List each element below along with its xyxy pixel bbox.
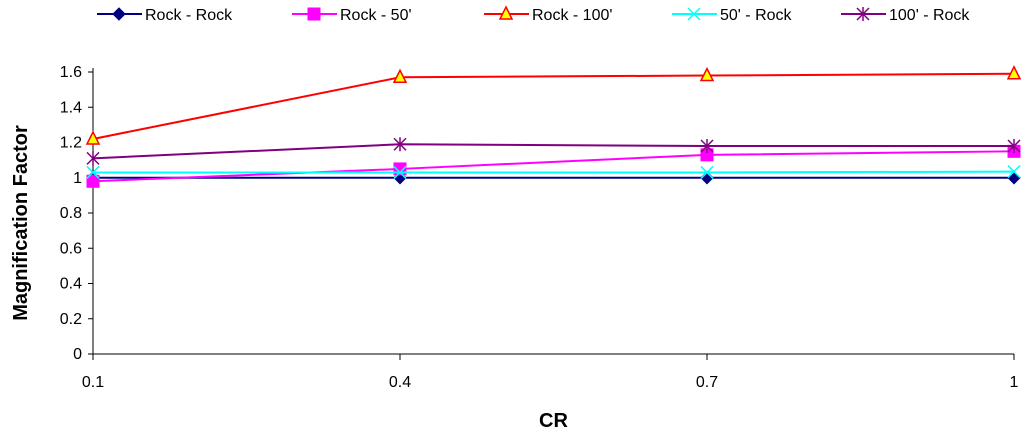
data-point	[1007, 171, 1021, 185]
series-4	[86, 137, 1021, 166]
y-tick-label: 0.6	[60, 240, 82, 257]
data-point	[86, 174, 100, 188]
series-group	[85, 65, 1022, 188]
data-point	[1007, 165, 1021, 179]
y-tick-label: 1.4	[60, 99, 82, 116]
legend-item: 100' - Rock	[841, 7, 970, 24]
marker-stroke	[1007, 165, 1021, 179]
data-point	[85, 130, 101, 145]
x-tick-label: 1	[1010, 374, 1019, 391]
x-tick-label: 0.7	[696, 374, 718, 391]
data-point	[700, 171, 714, 185]
legend-label: Rock - 50'	[340, 7, 412, 24]
data-point	[700, 165, 714, 179]
y-tick-label: 1	[73, 170, 82, 187]
series-line	[92, 150, 1015, 183]
axes: 0 0.2 0.4 0.6 0.8 1 1.2 1.4 1.6 0.1 0.4 0.7 1	[60, 64, 1019, 391]
legend-marker	[687, 7, 701, 21]
series-line	[92, 72, 1015, 140]
legend-label: 100' - Rock	[889, 7, 970, 24]
x-tick-label: 0.1	[82, 374, 104, 391]
y-tick-label: 0	[73, 346, 82, 363]
series-line	[92, 143, 1014, 160]
data-point	[393, 137, 407, 152]
data-point	[393, 165, 407, 179]
x-tick-label: 0.4	[389, 374, 411, 391]
legend-marker	[112, 7, 126, 21]
data-point	[1006, 65, 1022, 80]
data-point	[1007, 139, 1021, 154]
legend: Rock - Rock Rock - 50' Rock - 100' 50' - Ro…	[97, 5, 970, 24]
y-tick-label: 1.6	[60, 64, 82, 81]
marker-stroke	[86, 165, 100, 179]
y-tick-label: 0.2	[60, 311, 82, 328]
legend-label: Rock - Rock	[145, 7, 233, 24]
y-ticks: 0 0.2 0.4 0.6 0.8 1 1.2 1.4 1.6	[60, 64, 93, 363]
series-3	[86, 165, 1021, 179]
x-axis-title: CR	[539, 410, 568, 432]
y-axis-title: Magnification Factor	[10, 125, 32, 321]
series-0	[86, 171, 1021, 185]
legend-label: Rock - 100'	[532, 7, 612, 24]
marker-stroke	[687, 7, 701, 21]
legend-label: 50' - Rock	[720, 7, 793, 24]
legend-marker	[307, 7, 321, 21]
data-point	[392, 68, 408, 84]
y-tick-label: 0.8	[60, 205, 82, 222]
legend-item: Rock - 100'	[484, 5, 612, 24]
x-ticks: 0.1 0.4 0.7 1	[82, 354, 1019, 391]
legend-item: Rock - 50'	[292, 7, 412, 24]
series-2	[85, 65, 1022, 145]
marker-stroke	[700, 165, 714, 179]
legend-marker	[856, 7, 870, 21]
legend-marker	[498, 5, 514, 20]
data-point	[700, 139, 714, 154]
series-line	[93, 170, 1015, 174]
legend-item: 50' - Rock	[672, 7, 793, 24]
data-point	[86, 151, 100, 166]
legend-item: Rock - Rock	[97, 7, 233, 24]
y-tick-label: 0.4	[60, 276, 82, 293]
data-point	[86, 165, 100, 179]
data-point	[699, 66, 715, 82]
y-tick-label: 1.2	[60, 135, 82, 152]
marker-stroke	[393, 165, 407, 179]
